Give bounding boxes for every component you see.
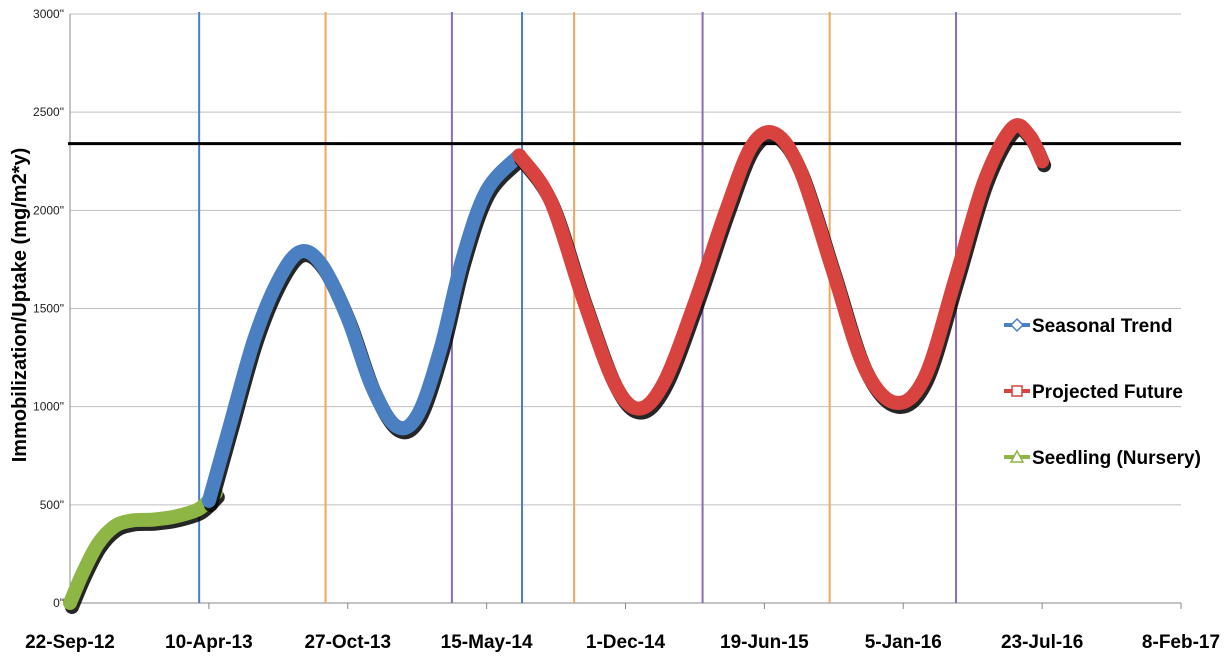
legend-marker-square xyxy=(1011,385,1023,397)
y-tick-labels: 0" 500" 1000" 1500" 2000" 2500" 3000" xyxy=(33,7,64,610)
x-tick-label: 27-Oct-13 xyxy=(304,632,391,653)
x-tick-label: 5-Jan-16 xyxy=(865,632,942,653)
legend-label: Projected Future xyxy=(1032,382,1183,403)
series-shadow-projected-future xyxy=(514,122,1052,420)
legend-marker-triangle xyxy=(1009,449,1025,463)
legend-entry: Seasonal Trend xyxy=(1004,316,1172,337)
legend: Seasonal Trend Projected Future Seedling (… xyxy=(1004,316,1201,469)
x-tick-label: 8-Feb-17 xyxy=(1142,632,1220,653)
y-tick-label: 2500" xyxy=(33,105,64,119)
legend-marker-diamond xyxy=(1009,317,1025,333)
y-tick-label: 500" xyxy=(40,498,64,512)
legend-label: Seasonal Trend xyxy=(1032,316,1172,337)
axes xyxy=(69,14,1182,609)
x-tick-label: 15-May-14 xyxy=(441,632,533,653)
series-line-seasonal-trend xyxy=(201,148,527,508)
series-line-projected-future xyxy=(512,118,1050,416)
vertical-markers xyxy=(198,12,958,603)
y-tick-label: 0" xyxy=(53,596,64,610)
y-tick-label: 2000" xyxy=(33,203,64,217)
x-tick-label: 23-Jul-16 xyxy=(1001,632,1083,653)
legend-label: Seedling (Nursery) xyxy=(1032,448,1201,469)
series-group xyxy=(63,118,1052,614)
legend-entry: Seedling (Nursery) xyxy=(1004,448,1201,469)
y-tick-label: 3000" xyxy=(33,7,64,21)
x-tick-labels: 22-Sep-12 10-Apr-13 27-Oct-13 15-May-14 1-De… xyxy=(25,632,1220,653)
y-axis-label: Immobilization/Uptake (mg/m2*y) xyxy=(9,148,31,463)
series-line-seedling-nursery xyxy=(63,486,223,610)
x-tick-label: 1-Dec-14 xyxy=(586,632,666,653)
x-tick-label: 10-Apr-13 xyxy=(165,632,253,653)
y-tick-label: 1000" xyxy=(33,400,64,414)
x-tick-label: 19-Jun-15 xyxy=(720,632,809,653)
x-tick-label: 22-Sep-12 xyxy=(25,632,115,653)
legend-entry: Projected Future xyxy=(1004,382,1183,403)
grid-lines xyxy=(70,13,1181,604)
y-tick-label: 1500" xyxy=(33,302,64,316)
